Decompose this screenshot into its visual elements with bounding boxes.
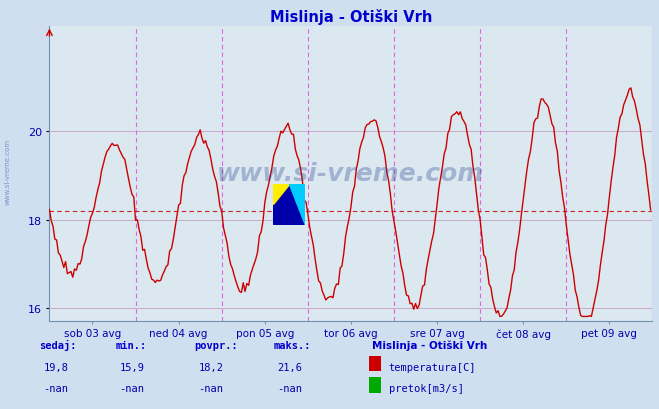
- Text: sedaj:: sedaj:: [40, 339, 77, 350]
- Text: povpr.:: povpr.:: [194, 340, 238, 350]
- Text: -nan: -nan: [277, 384, 302, 393]
- Text: 19,8: 19,8: [43, 362, 69, 372]
- Text: pretok[m3/s]: pretok[m3/s]: [389, 384, 464, 393]
- Text: www.si-vreme.com: www.si-vreme.com: [5, 139, 11, 205]
- Polygon shape: [273, 184, 289, 204]
- Title: Mislinja - Otiški Vrh: Mislinja - Otiški Vrh: [270, 9, 432, 25]
- Polygon shape: [289, 184, 305, 225]
- Text: 15,9: 15,9: [119, 362, 144, 372]
- Text: 21,6: 21,6: [277, 362, 302, 372]
- Text: -nan: -nan: [43, 384, 69, 393]
- Text: -nan: -nan: [119, 384, 144, 393]
- Text: min.:: min.:: [115, 340, 146, 350]
- Text: temperatura[C]: temperatura[C]: [389, 362, 476, 372]
- Text: www.si-vreme.com: www.si-vreme.com: [217, 162, 484, 186]
- Text: maks.:: maks.:: [273, 340, 311, 350]
- Text: -nan: -nan: [198, 384, 223, 393]
- Text: 18,2: 18,2: [198, 362, 223, 372]
- Text: Mislinja - Otiški Vrh: Mislinja - Otiški Vrh: [372, 339, 488, 350]
